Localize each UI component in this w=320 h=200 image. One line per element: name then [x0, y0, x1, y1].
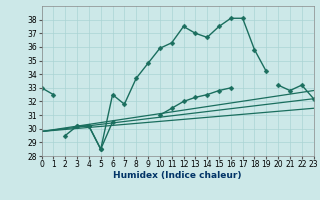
X-axis label: Humidex (Indice chaleur): Humidex (Indice chaleur)	[113, 171, 242, 180]
